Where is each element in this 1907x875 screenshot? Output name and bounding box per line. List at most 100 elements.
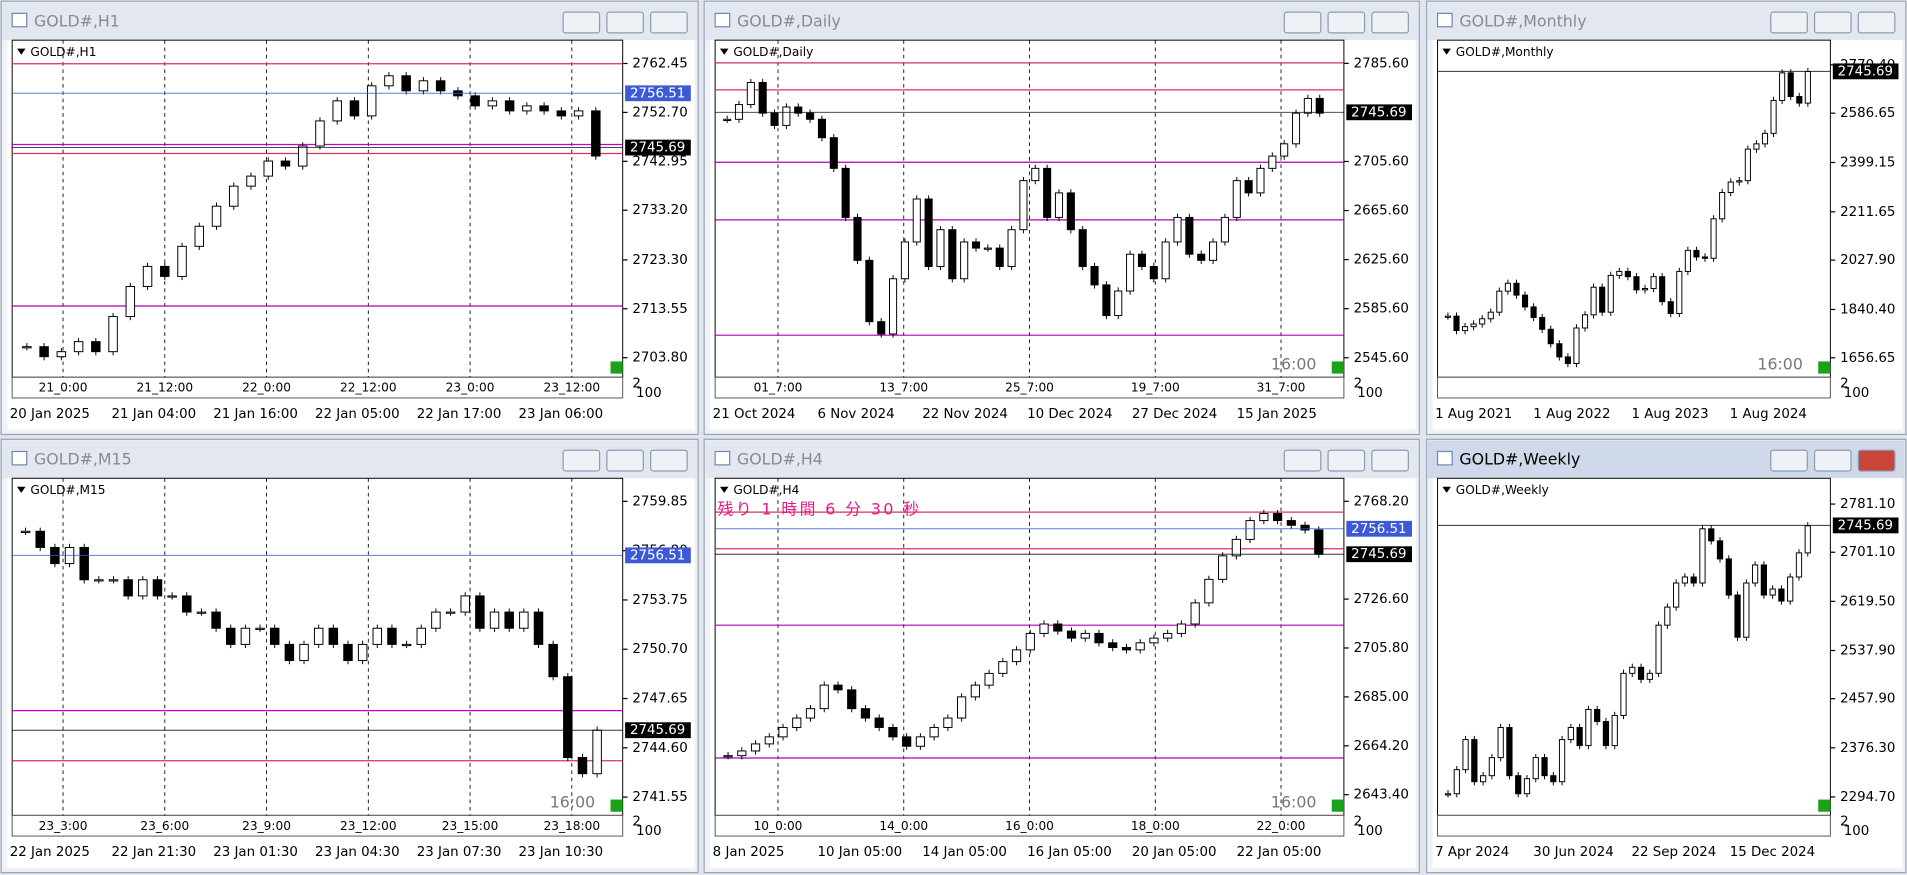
price-label: 2750.70 xyxy=(632,642,687,657)
candle xyxy=(460,595,470,613)
scale-label: 100 xyxy=(1844,824,1870,839)
candle xyxy=(1108,642,1118,649)
candle xyxy=(1218,555,1228,580)
session-bar xyxy=(1437,814,1831,837)
minimize-button[interactable] xyxy=(1770,11,1808,34)
candle xyxy=(1710,218,1717,259)
candle xyxy=(865,259,874,323)
candle xyxy=(1496,290,1503,313)
minimize-button[interactable] xyxy=(562,11,601,34)
session-label: 23_0:00 xyxy=(446,381,495,395)
minimize-button[interactable] xyxy=(1770,449,1808,472)
price-label: 2665.60 xyxy=(1354,204,1409,219)
price-label: 2703.80 xyxy=(632,351,687,366)
time-label: 22 Jan 21:30 xyxy=(111,845,196,860)
candle xyxy=(1513,282,1520,296)
symbol-label: GOLD#,Daily xyxy=(733,45,813,59)
candle xyxy=(1725,558,1732,596)
candle xyxy=(313,627,324,645)
candle xyxy=(1701,256,1709,259)
candle xyxy=(1019,180,1028,231)
session-label: 21_0:00 xyxy=(39,381,88,395)
chart-area xyxy=(7,478,695,868)
close-button[interactable] xyxy=(650,449,688,472)
maximize-button[interactable] xyxy=(1813,449,1852,472)
candle xyxy=(1462,739,1469,771)
trade-indicator xyxy=(1818,361,1831,374)
candle xyxy=(229,185,239,207)
time-label: 23 Jan 07:30 xyxy=(417,845,502,860)
minimize-button[interactable] xyxy=(1283,449,1322,472)
candle xyxy=(1300,524,1310,531)
price-label: 2705.60 xyxy=(1354,154,1409,169)
candle xyxy=(805,708,816,719)
candle xyxy=(563,676,573,759)
time-label: 14 Jan 05:00 xyxy=(922,845,1007,860)
candle xyxy=(860,708,871,719)
candle xyxy=(372,627,383,645)
candle xyxy=(1268,155,1277,169)
candle xyxy=(20,530,31,533)
scale-label: 100 xyxy=(636,824,662,839)
price-label: 2619.50 xyxy=(1840,594,1895,609)
marker-label: 2756.51 xyxy=(1351,522,1406,537)
candle xyxy=(1488,757,1496,777)
candle xyxy=(1487,311,1494,320)
candle xyxy=(592,729,602,775)
candle xyxy=(1690,576,1697,584)
candle xyxy=(332,100,342,122)
time-label: 20 Jan 2025 xyxy=(10,407,90,422)
window-icon xyxy=(714,450,731,466)
candle xyxy=(39,346,49,358)
candle xyxy=(1673,582,1680,608)
maximize-button[interactable] xyxy=(1327,11,1366,34)
candle xyxy=(401,75,411,92)
price-label: 1656.65 xyxy=(1840,351,1895,366)
candle xyxy=(1054,192,1064,218)
maximize-button[interactable] xyxy=(1813,11,1852,34)
close-button[interactable] xyxy=(1857,11,1896,34)
price-label: 2744.60 xyxy=(632,741,687,756)
candle xyxy=(1532,757,1539,780)
maximize-button[interactable] xyxy=(606,11,644,34)
candle xyxy=(737,750,747,757)
candle xyxy=(841,167,850,218)
symbol-arrow xyxy=(719,486,729,493)
candle xyxy=(1149,637,1159,644)
candle xyxy=(1232,180,1241,218)
candle xyxy=(366,85,377,117)
candle xyxy=(1576,727,1583,747)
marker-box xyxy=(625,139,691,156)
candle xyxy=(91,341,101,353)
candle xyxy=(1708,528,1715,542)
time-label: 27 Dec 2024 xyxy=(1132,407,1217,422)
symbol-label: GOLD#,H1 xyxy=(30,45,96,59)
window-title: GOLD#,Weekly xyxy=(1459,450,1580,469)
maximize-button[interactable] xyxy=(1327,449,1366,472)
window-title: GOLD#,M15 xyxy=(34,450,132,469)
candle xyxy=(56,351,67,358)
time-label: 23 Jan 06:00 xyxy=(519,407,604,422)
marker-box xyxy=(625,85,691,102)
price-label: 2457.90 xyxy=(1840,692,1895,707)
session-label: 31_7:00 xyxy=(1257,381,1306,395)
candle xyxy=(1594,708,1601,722)
candle xyxy=(269,627,280,645)
minimize-button[interactable] xyxy=(1283,11,1322,34)
close-button[interactable] xyxy=(1857,449,1896,472)
minimize-button[interactable] xyxy=(562,449,601,472)
close-button[interactable] xyxy=(650,11,688,34)
time-label: 22 Jan 05:00 xyxy=(315,407,400,422)
maximize-button[interactable] xyxy=(606,449,644,472)
candle xyxy=(280,160,291,167)
candle xyxy=(1650,276,1657,290)
scale-label: 2 xyxy=(1840,814,1849,829)
candle xyxy=(746,81,755,106)
session-label: 10_0:00 xyxy=(754,819,803,833)
close-button[interactable] xyxy=(1371,11,1409,34)
candle xyxy=(970,684,980,698)
close-button[interactable] xyxy=(1371,449,1409,472)
candle xyxy=(349,100,360,117)
candle xyxy=(1523,778,1531,795)
candle xyxy=(1137,253,1146,267)
